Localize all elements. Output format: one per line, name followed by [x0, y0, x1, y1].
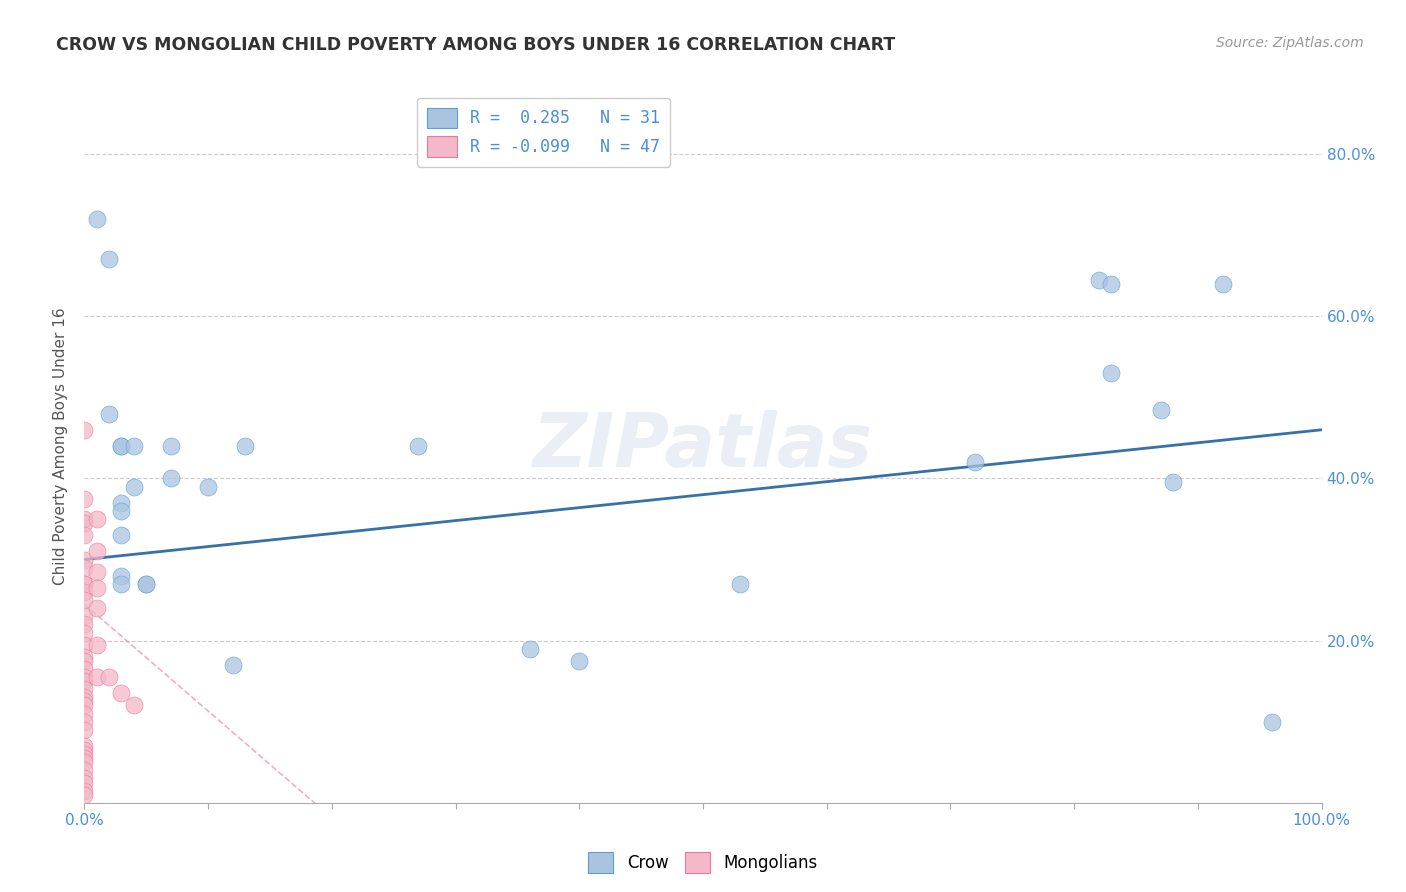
Point — [1099, 277, 1122, 291]
Point — [73, 560, 96, 574]
Point — [73, 552, 96, 566]
Point — [73, 491, 96, 506]
Text: Source: ZipAtlas.com: Source: ZipAtlas.com — [1216, 36, 1364, 50]
Point — [73, 772, 96, 786]
Point — [73, 783, 96, 797]
Point — [110, 577, 132, 591]
Point — [135, 577, 157, 591]
Point — [110, 439, 132, 453]
Point — [110, 528, 132, 542]
Point — [1088, 273, 1111, 287]
Point — [73, 528, 96, 542]
Point — [73, 723, 96, 737]
Point — [73, 756, 96, 770]
Point — [160, 439, 183, 453]
Point — [73, 516, 96, 530]
Point — [73, 670, 96, 684]
Point — [86, 544, 108, 558]
Point — [73, 585, 96, 599]
Point — [728, 577, 751, 591]
Point — [1099, 366, 1122, 380]
Point — [73, 577, 96, 591]
Point — [122, 479, 145, 493]
Point — [86, 638, 108, 652]
Point — [86, 670, 108, 684]
Point — [122, 698, 145, 713]
Y-axis label: Child Poverty Among Boys Under 16: Child Poverty Among Boys Under 16 — [53, 307, 69, 585]
Point — [73, 609, 96, 624]
Point — [73, 751, 96, 765]
Point — [98, 252, 121, 267]
Point — [110, 496, 132, 510]
Text: CROW VS MONGOLIAN CHILD POVERTY AMONG BOYS UNDER 16 CORRELATION CHART: CROW VS MONGOLIAN CHILD POVERTY AMONG BO… — [56, 36, 896, 54]
Point — [73, 638, 96, 652]
Point — [73, 625, 96, 640]
Point — [233, 439, 256, 453]
Point — [110, 686, 132, 700]
Point — [73, 662, 96, 676]
Point — [73, 512, 96, 526]
Legend: Crow, Mongolians: Crow, Mongolians — [582, 846, 824, 880]
Point — [160, 471, 183, 485]
Point — [110, 504, 132, 518]
Point — [110, 568, 132, 582]
Point — [98, 407, 121, 421]
Point — [1150, 402, 1173, 417]
Point — [86, 581, 108, 595]
Point — [73, 743, 96, 757]
Point — [86, 565, 108, 579]
Point — [73, 593, 96, 607]
Point — [135, 577, 157, 591]
Point — [73, 747, 96, 761]
Point — [73, 690, 96, 705]
Point — [73, 739, 96, 753]
Point — [98, 670, 121, 684]
Point — [86, 601, 108, 615]
Point — [73, 682, 96, 697]
Point — [73, 649, 96, 664]
Point — [73, 423, 96, 437]
Point — [86, 512, 108, 526]
Point — [73, 775, 96, 789]
Point — [222, 657, 245, 672]
Point — [73, 674, 96, 689]
Point — [1161, 475, 1184, 490]
Point — [73, 698, 96, 713]
Text: ZIPatlas: ZIPatlas — [533, 409, 873, 483]
Point — [197, 479, 219, 493]
Point — [965, 455, 987, 469]
Point — [73, 706, 96, 721]
Point — [73, 617, 96, 632]
Point — [110, 439, 132, 453]
Point — [122, 439, 145, 453]
Point — [73, 654, 96, 668]
Point — [73, 788, 96, 802]
Point — [73, 714, 96, 729]
Point — [408, 439, 430, 453]
Point — [1212, 277, 1234, 291]
Point — [1261, 714, 1284, 729]
Legend: R =  0.285   N = 31, R = -0.099   N = 47: R = 0.285 N = 31, R = -0.099 N = 47 — [416, 97, 669, 167]
Point — [73, 764, 96, 778]
Point — [73, 577, 96, 591]
Point — [568, 654, 591, 668]
Point — [73, 694, 96, 708]
Point — [86, 211, 108, 226]
Point — [519, 641, 541, 656]
